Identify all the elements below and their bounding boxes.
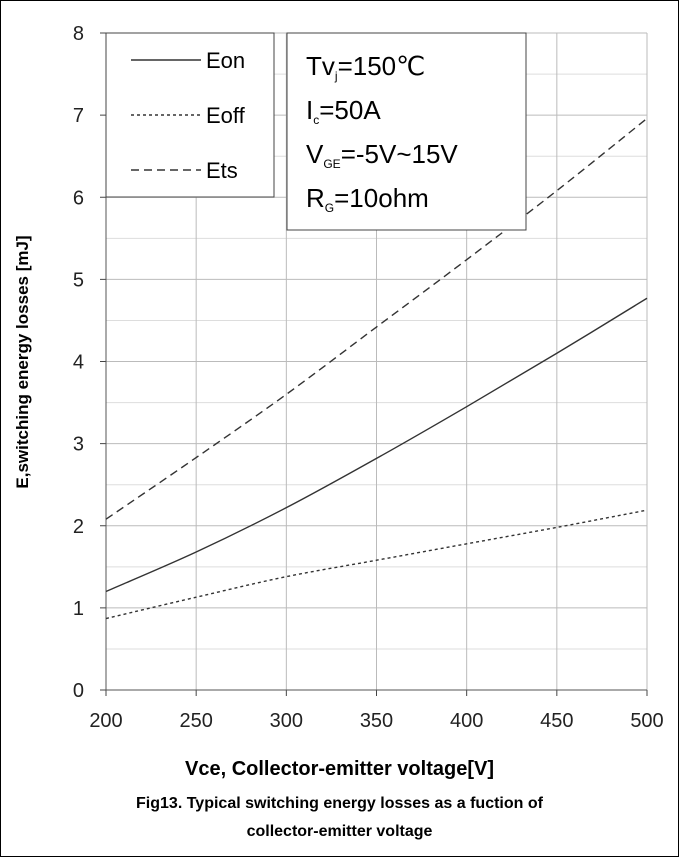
condition-line: Ic=50A <box>306 95 381 127</box>
y-tick-label: 8 <box>73 23 84 45</box>
x-tick-label: 450 <box>540 710 573 732</box>
x-tick-label: 300 <box>270 710 303 732</box>
y-tick-label: 7 <box>73 105 84 127</box>
y-tick-label: 6 <box>73 187 84 209</box>
y-tick-label: 2 <box>73 516 84 538</box>
y-tick-label: 0 <box>73 680 84 702</box>
figure-caption: Fig13. Typical switching energy losses a… <box>0 790 679 846</box>
y-tick-label: 4 <box>73 352 84 374</box>
series-lines <box>105 117 648 620</box>
condition-line: RG=10ohm <box>306 183 429 215</box>
caption-line-2: collector-emitter voltage <box>246 823 433 840</box>
x-tick-label: 200 <box>89 710 122 732</box>
series-line-eon <box>105 297 648 593</box>
conditions-box <box>286 32 527 231</box>
legend: Eon Eoff Ets <box>105 32 275 198</box>
y-tick-label: 3 <box>73 434 84 456</box>
y-axis-label: E,switching energy losses [mJ] <box>13 235 32 488</box>
x-axis-label: Vce, Collector-emitter voltage[V] <box>185 758 494 780</box>
series-line-ets <box>105 117 648 520</box>
y-tick-label: 1 <box>73 598 84 620</box>
x-tick-label: 250 <box>179 710 212 732</box>
x-tick-label: 500 <box>630 710 663 732</box>
condition-line: Tvj=150℃ <box>306 51 425 83</box>
test-conditions-box: Tvj=150℃ Ic=50A VGE=-5V~15V RG=10ohm <box>286 32 527 231</box>
y-tick-label: 5 <box>73 269 84 291</box>
legend-label-eoff: Eoff <box>206 103 246 128</box>
series-line-eoff <box>105 509 648 620</box>
x-tick-label: 400 <box>450 710 483 732</box>
legend-label-ets: Ets <box>206 158 238 183</box>
condition-line: VGE=-5V~15V <box>306 139 458 171</box>
tick-labels: 0 1 2 3 4 5 6 7 8 200 250 300 350 400 450 500 <box>73 23 664 732</box>
caption-line-1: Fig13. Typical switching energy losses a… <box>136 795 543 812</box>
legend-label-eon: Eon <box>206 48 245 73</box>
x-tick-label: 350 <box>360 710 393 732</box>
switching-energy-chart: 0 1 2 3 4 5 6 7 8 200 250 300 350 400 450 500 E,switchi… <box>13 23 664 732</box>
